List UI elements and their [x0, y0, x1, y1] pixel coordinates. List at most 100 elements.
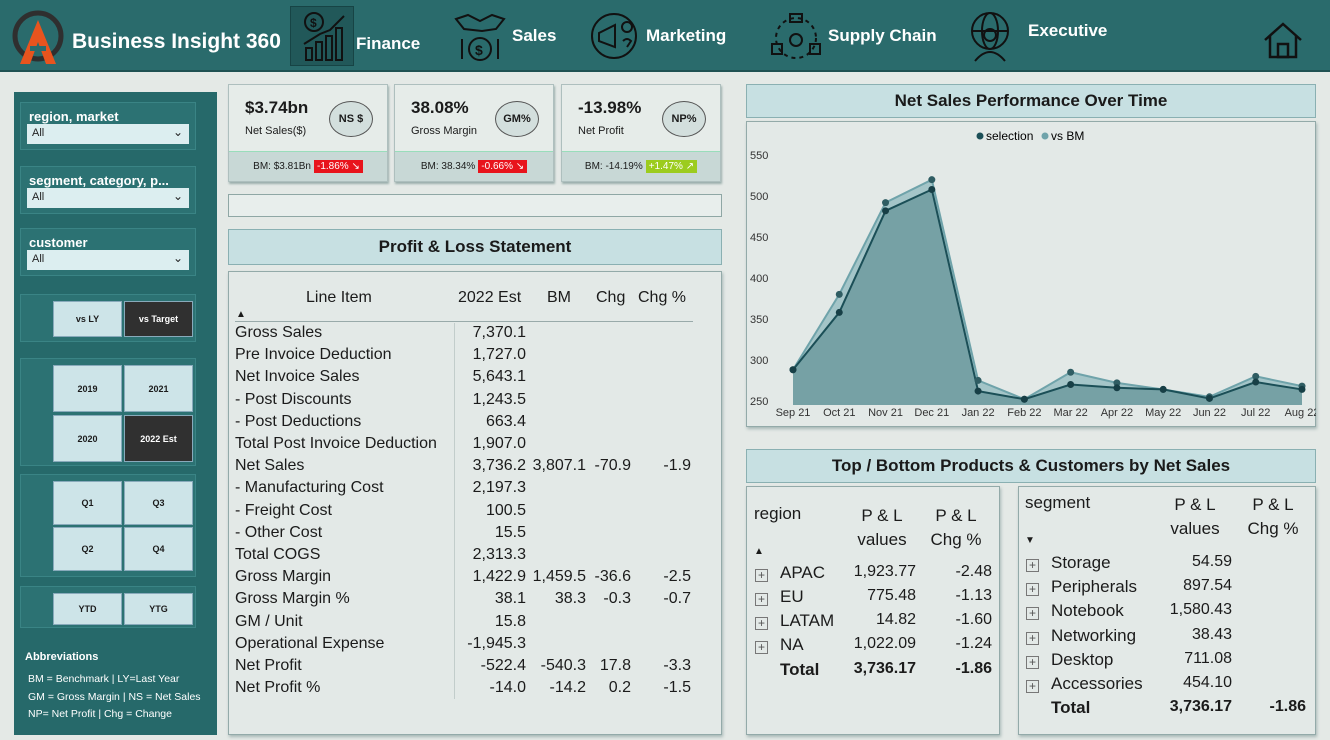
- pl-table-row[interactable]: Net Invoice Sales 5,643.1: [235, 368, 705, 390]
- selection-point[interactable]: [1113, 384, 1121, 392]
- pl-table-row[interactable]: - Freight Cost 100.5: [235, 502, 705, 524]
- selection-point[interactable]: [1252, 378, 1260, 386]
- region-name[interactable]: NA: [780, 635, 804, 654]
- segment-chg-header[interactable]: P & L Chg %: [1247, 495, 1299, 538]
- vs-target-button[interactable]: vs Target: [124, 301, 193, 337]
- customer-slicer[interactable]: customer All ⌄: [20, 228, 196, 276]
- pl-header-chg[interactable]: Chg: [596, 289, 626, 306]
- nav-executive[interactable]: Executive: [958, 6, 1107, 66]
- ytd-button[interactable]: YTD: [53, 593, 122, 625]
- year-2020-button[interactable]: 2020: [53, 415, 122, 462]
- segment-name[interactable]: Desktop: [1051, 649, 1114, 669]
- region-values-header[interactable]: P & L values: [857, 506, 907, 549]
- selection-point[interactable]: [1205, 394, 1213, 402]
- year-2021-button[interactable]: 2021: [124, 365, 193, 412]
- bm-point[interactable]: [882, 199, 890, 207]
- pl-table-row[interactable]: Operational Expense -1,945.3: [235, 635, 705, 657]
- segment-header[interactable]: segment: [1025, 493, 1091, 512]
- region-market-dropdown[interactable]: All ⌄: [27, 124, 189, 144]
- year-2022-est-button[interactable]: 2022 Est: [124, 415, 193, 462]
- nav-sales[interactable]: $ Sales: [448, 6, 556, 66]
- bm-point[interactable]: [1252, 372, 1260, 380]
- region-name[interactable]: APAC: [780, 563, 826, 582]
- year-2019-button[interactable]: 2019: [53, 365, 122, 412]
- region-chg-header[interactable]: P & L Chg %: [930, 506, 982, 549]
- region-market-slicer[interactable]: region, market All ⌄: [20, 102, 196, 150]
- expand-icon[interactable]: +: [1026, 631, 1039, 645]
- sort-ascending-icon[interactable]: ▲: [754, 546, 764, 557]
- pl-table-row[interactable]: - Post Deductions 663.4: [235, 413, 705, 435]
- legend-selection-label[interactable]: selection: [986, 129, 1033, 143]
- pl-header-line-item[interactable]: Line Item: [306, 289, 372, 306]
- pl-table-row[interactable]: Total Post Invoice Deduction 1,907.0: [235, 435, 705, 457]
- segment-category-slicer[interactable]: segment, category, p... All ⌄: [20, 166, 196, 214]
- nav-finance[interactable]: $ Finance: [290, 6, 420, 66]
- net-sales-area-chart[interactable]: selection vs BM 250 300 350 400 450 500 550 Sep 2…: [746, 121, 1316, 427]
- pl-header-chg-pct[interactable]: Chg %: [638, 289, 687, 306]
- q3-button[interactable]: Q3: [124, 481, 193, 525]
- vs-ly-button[interactable]: vs LY: [53, 301, 122, 337]
- pl-table-row[interactable]: Pre Invoice Deduction 1,727.0: [235, 346, 705, 368]
- pl-table-row[interactable]: - Other Cost 15.5: [235, 524, 705, 546]
- selection-point[interactable]: [1067, 381, 1075, 389]
- pl-header-bm[interactable]: BM: [547, 289, 571, 306]
- pl-table-row[interactable]: Gross Margin % 38.1 38.3 -0.3 -0.7: [235, 590, 705, 612]
- q4-button[interactable]: Q4: [124, 527, 193, 571]
- pl-table-row[interactable]: Total COGS 2,313.3: [235, 546, 705, 568]
- nav-marketing[interactable]: Marketing: [582, 6, 726, 66]
- expand-icon[interactable]: +: [1026, 583, 1039, 597]
- selection-point[interactable]: [1298, 385, 1306, 393]
- bm-point[interactable]: [974, 376, 982, 384]
- selection-point[interactable]: [789, 366, 797, 374]
- selection-point[interactable]: [835, 308, 843, 316]
- sort-ascending-icon[interactable]: ▲: [236, 309, 246, 320]
- pl-table-row[interactable]: Gross Sales 7,370.1: [235, 324, 705, 346]
- ytg-button[interactable]: YTG: [124, 593, 193, 625]
- home-icon[interactable]: [1262, 20, 1304, 60]
- segment-category-dropdown[interactable]: All ⌄: [27, 188, 189, 208]
- expand-icon[interactable]: +: [1026, 607, 1039, 621]
- pl-table-row[interactable]: - Manufacturing Cost 2,197.3: [235, 479, 705, 501]
- expand-icon[interactable]: +: [755, 641, 768, 654]
- kpi-card-net-sales[interactable]: $3.74bn Net Sales($) NS $ BM: $3.81Bn -1.…: [228, 84, 388, 182]
- pl-table-row[interactable]: GM / Unit 15.8: [235, 613, 705, 635]
- pl-table-row[interactable]: Net Profit % -14.0 -14.2 0.2 -1.5: [235, 679, 705, 701]
- q2-button[interactable]: Q2: [53, 527, 122, 571]
- segment-values-header[interactable]: P & L values: [1170, 495, 1220, 538]
- expand-icon[interactable]: +: [755, 593, 768, 606]
- expand-icon[interactable]: +: [755, 569, 768, 582]
- kpi-card-net-profit[interactable]: -13.98% Net Profit NP% BM: -14.19% +1.47%…: [561, 84, 721, 182]
- expand-icon[interactable]: +: [1026, 680, 1039, 693]
- bm-point[interactable]: [835, 290, 843, 298]
- kpi-card-gross-margin[interactable]: 38.08% Gross Margin GM% BM: 38.34% -0.66%…: [394, 84, 554, 182]
- selection-point[interactable]: [974, 387, 982, 395]
- bm-point[interactable]: [928, 176, 936, 184]
- segment-name[interactable]: Networking: [1051, 625, 1137, 645]
- region-header[interactable]: region: [754, 504, 802, 523]
- pl-table-row[interactable]: Gross Margin 1,422.9 1,459.5 -36.6 -2.5: [235, 568, 705, 590]
- segment-name[interactable]: Storage: [1051, 553, 1111, 572]
- segment-name[interactable]: Peripherals: [1051, 577, 1137, 597]
- expand-icon[interactable]: +: [755, 617, 768, 630]
- bm-line[interactable]: [792, 178, 1303, 401]
- bm-point[interactable]: [1067, 368, 1075, 376]
- sort-descending-icon[interactable]: ▼: [1025, 535, 1035, 546]
- expand-icon[interactable]: +: [1026, 655, 1039, 669]
- selection-line[interactable]: [792, 188, 1303, 401]
- segment-name[interactable]: Notebook: [1051, 601, 1124, 621]
- q1-button[interactable]: Q1: [53, 481, 122, 525]
- expand-icon[interactable]: +: [1026, 559, 1039, 572]
- region-name[interactable]: LATAM: [780, 611, 835, 630]
- pl-table-row[interactable]: Net Sales 3,736.2 3,807.1 -70.9 -1.9: [235, 457, 705, 479]
- bm-point[interactable]: [1113, 379, 1121, 387]
- selection-point[interactable]: [928, 186, 936, 194]
- pl-table-row[interactable]: Net Profit -522.4 -540.3 17.8 -3.3: [235, 657, 705, 679]
- segment-name[interactable]: Accessories: [1051, 674, 1143, 693]
- region-name[interactable]: EU: [780, 587, 804, 606]
- selection-point[interactable]: [1159, 385, 1167, 393]
- pl-table-row[interactable]: - Post Discounts 1,243.5: [235, 391, 705, 413]
- pl-header-2022-est[interactable]: 2022 Est: [458, 289, 522, 306]
- selection-point[interactable]: [882, 207, 890, 215]
- legend-bm-label[interactable]: vs BM: [1051, 129, 1084, 143]
- customer-dropdown[interactable]: All ⌄: [27, 250, 189, 270]
